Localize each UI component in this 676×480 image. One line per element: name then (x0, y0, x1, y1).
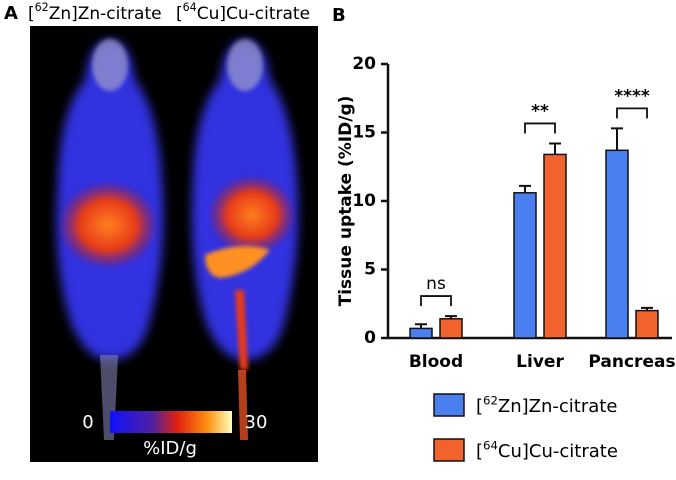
error-bar (641, 306, 653, 311)
significance-label: ** (531, 101, 549, 121)
colorbar (110, 411, 232, 433)
x-tick-label: Blood (409, 352, 463, 372)
error-bar (415, 323, 427, 329)
error-bar (519, 184, 531, 193)
legend-swatch (433, 393, 465, 417)
y-axis-label: Tissue uptake (%ID/g) (336, 96, 356, 307)
image-label: [62Zn]Zn-citrate (28, 1, 162, 24)
x-tick-label: Liver (516, 352, 564, 372)
error-bar (549, 142, 561, 155)
colorbar-max: 30 (245, 412, 268, 433)
legend-label: [64Cu]Cu-citrate (476, 438, 618, 462)
significance-label: **** (614, 86, 650, 106)
legend-swatch (433, 438, 465, 462)
mouse-right (191, 39, 299, 440)
bar (409, 327, 433, 339)
significance-label: ns (426, 274, 446, 294)
bar (635, 309, 659, 339)
y-tick-label: 5 (364, 260, 376, 280)
y-tick-label: 20 (352, 54, 376, 74)
colorbar-min: 0 (82, 412, 93, 433)
significance-bracket (616, 107, 648, 119)
significance-bracket (420, 295, 452, 307)
colorbar-unit: %ID/g (143, 438, 197, 459)
significance-bracket (524, 122, 556, 134)
panel-label: A (4, 3, 18, 24)
legend-label: [62Zn]Zn-citrate (476, 393, 617, 417)
panel-label: B (332, 5, 346, 26)
y-tick-label: 15 (352, 123, 376, 143)
y-tick-label: 10 (352, 191, 376, 211)
bar (513, 192, 537, 339)
mouse-left (56, 39, 164, 440)
bar (439, 318, 463, 339)
y-tick-label: 0 (364, 328, 376, 348)
x-tick-label: Pancreas (588, 352, 675, 372)
bar (543, 153, 567, 339)
image-label: [64Cu]Cu-citrate (176, 1, 310, 24)
error-bar (611, 127, 623, 151)
bar (605, 149, 629, 339)
error-bar (445, 315, 457, 319)
